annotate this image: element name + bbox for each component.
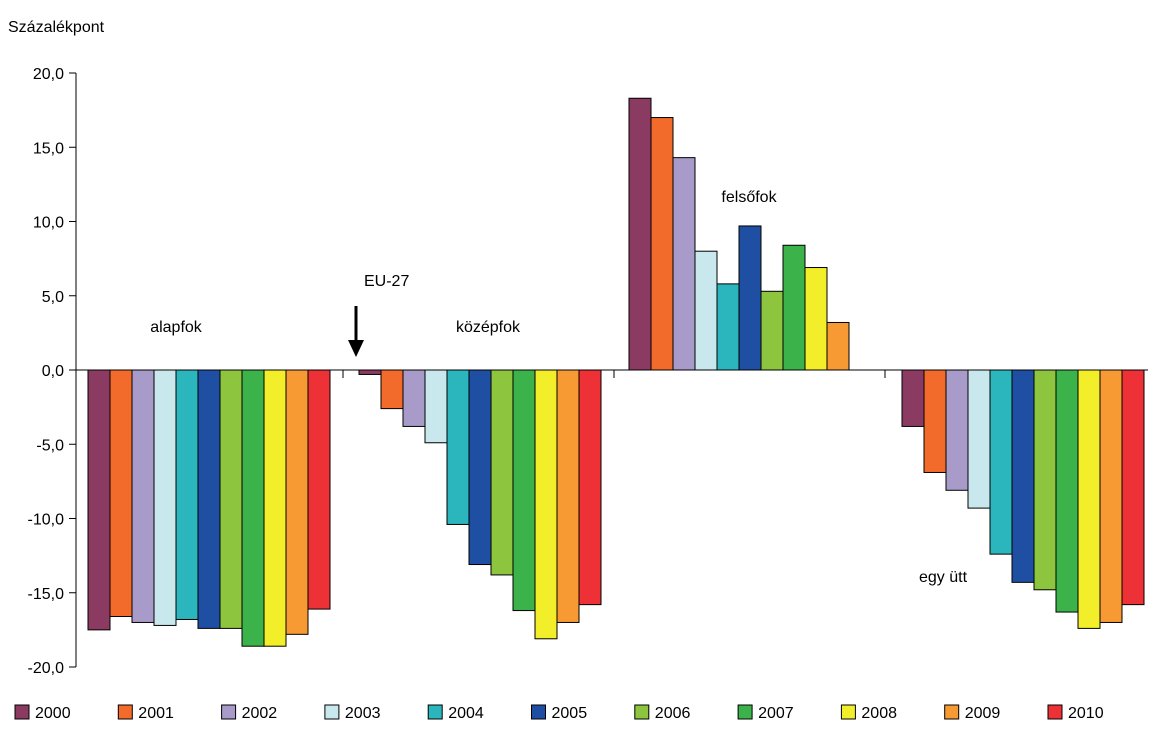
legend-label: 2004 <box>448 705 484 722</box>
legend-label: 2002 <box>242 705 278 722</box>
legend-swatch <box>324 704 340 720</box>
legend-swatch <box>840 704 856 720</box>
legend-swatch <box>427 704 443 720</box>
bar <box>556 369 580 623</box>
group-label: felsőfok <box>721 189 777 206</box>
bar <box>967 369 991 509</box>
y-axis-label: Százalékpont <box>8 19 105 36</box>
y-tick-label: 10,0 <box>33 215 64 232</box>
bar <box>87 369 111 631</box>
bar <box>923 369 947 473</box>
annotation-label: EU-27 <box>364 273 409 290</box>
bar <box>512 369 536 612</box>
bar <box>153 369 177 626</box>
legend-label: 2005 <box>552 705 588 722</box>
bar <box>424 369 448 444</box>
y-axis: 20,0 15,0 10,0 5,0 0,0 -5,0 -10,0 -15,0 -20,0 <box>28 66 77 677</box>
bar <box>307 369 331 610</box>
group-label: középfok <box>456 319 521 336</box>
legend-label: 2003 <box>345 705 381 722</box>
legend-swatch <box>117 704 133 720</box>
bar <box>694 250 718 371</box>
bar <box>534 369 558 640</box>
legend-label: 2006 <box>655 705 691 722</box>
bar <box>490 369 514 576</box>
bar <box>1077 369 1101 629</box>
bar <box>989 369 1013 555</box>
bar <box>672 157 696 371</box>
bar <box>1033 369 1057 591</box>
legend-swatch <box>221 704 237 720</box>
group-label: egy ütt <box>919 569 968 586</box>
legend-label: 2007 <box>758 705 794 722</box>
legend-swatch <box>14 704 30 720</box>
bar <box>945 369 969 491</box>
bar <box>826 321 850 371</box>
bar <box>716 283 740 371</box>
bar <box>1121 369 1145 606</box>
group-labels: alapfok középfok felsőfok egy ütt <box>150 189 967 586</box>
y-tick-label: -15,0 <box>28 586 65 603</box>
legend-swatch <box>944 704 960 720</box>
bar <box>468 369 492 566</box>
legend-label: 2000 <box>35 705 71 722</box>
bar <box>738 225 762 371</box>
bar <box>650 117 674 371</box>
bar <box>380 369 404 410</box>
y-tick-label: 15,0 <box>33 140 64 157</box>
bar <box>358 369 382 375</box>
bars <box>87 97 1145 647</box>
bar <box>901 369 925 427</box>
bar <box>175 369 199 620</box>
down-arrow-icon <box>348 340 364 357</box>
legend-swatch <box>1047 704 1063 720</box>
y-tick-label: -5,0 <box>36 437 64 454</box>
legend: 2000 2001 2002 2003 2004 2005 2006 2007 2008 2009… <box>14 704 1104 722</box>
bar <box>804 267 828 371</box>
bar <box>628 97 652 371</box>
bar <box>402 369 426 427</box>
bar <box>131 369 155 623</box>
bar <box>1055 369 1079 613</box>
bar <box>1099 369 1123 623</box>
eu27-annotation: EU-27 <box>348 273 409 357</box>
legend-label: 2008 <box>861 705 897 722</box>
legend-label: 2001 <box>138 705 174 722</box>
bar <box>782 244 806 371</box>
y-tick-label: -10,0 <box>28 512 65 529</box>
bar <box>241 369 265 647</box>
legend-label: 2009 <box>965 705 1001 722</box>
bar <box>578 369 602 606</box>
bar <box>285 369 309 635</box>
legend-swatch <box>737 704 753 720</box>
bar <box>760 290 784 371</box>
legend-swatch <box>531 704 546 720</box>
legend-swatch <box>634 704 650 720</box>
y-tick-label: 0,0 <box>42 363 64 380</box>
bar <box>263 369 287 647</box>
y-tick-label: 5,0 <box>42 289 64 306</box>
group-label: alapfok <box>150 319 203 336</box>
y-tick-label: 20,0 <box>33 66 64 83</box>
legend-label: 2010 <box>1068 705 1104 722</box>
bar <box>219 369 243 629</box>
bar <box>109 369 133 618</box>
bar <box>446 369 470 525</box>
y-tick-label: -20,0 <box>28 660 65 677</box>
bar <box>1011 369 1035 583</box>
bar <box>197 369 221 629</box>
